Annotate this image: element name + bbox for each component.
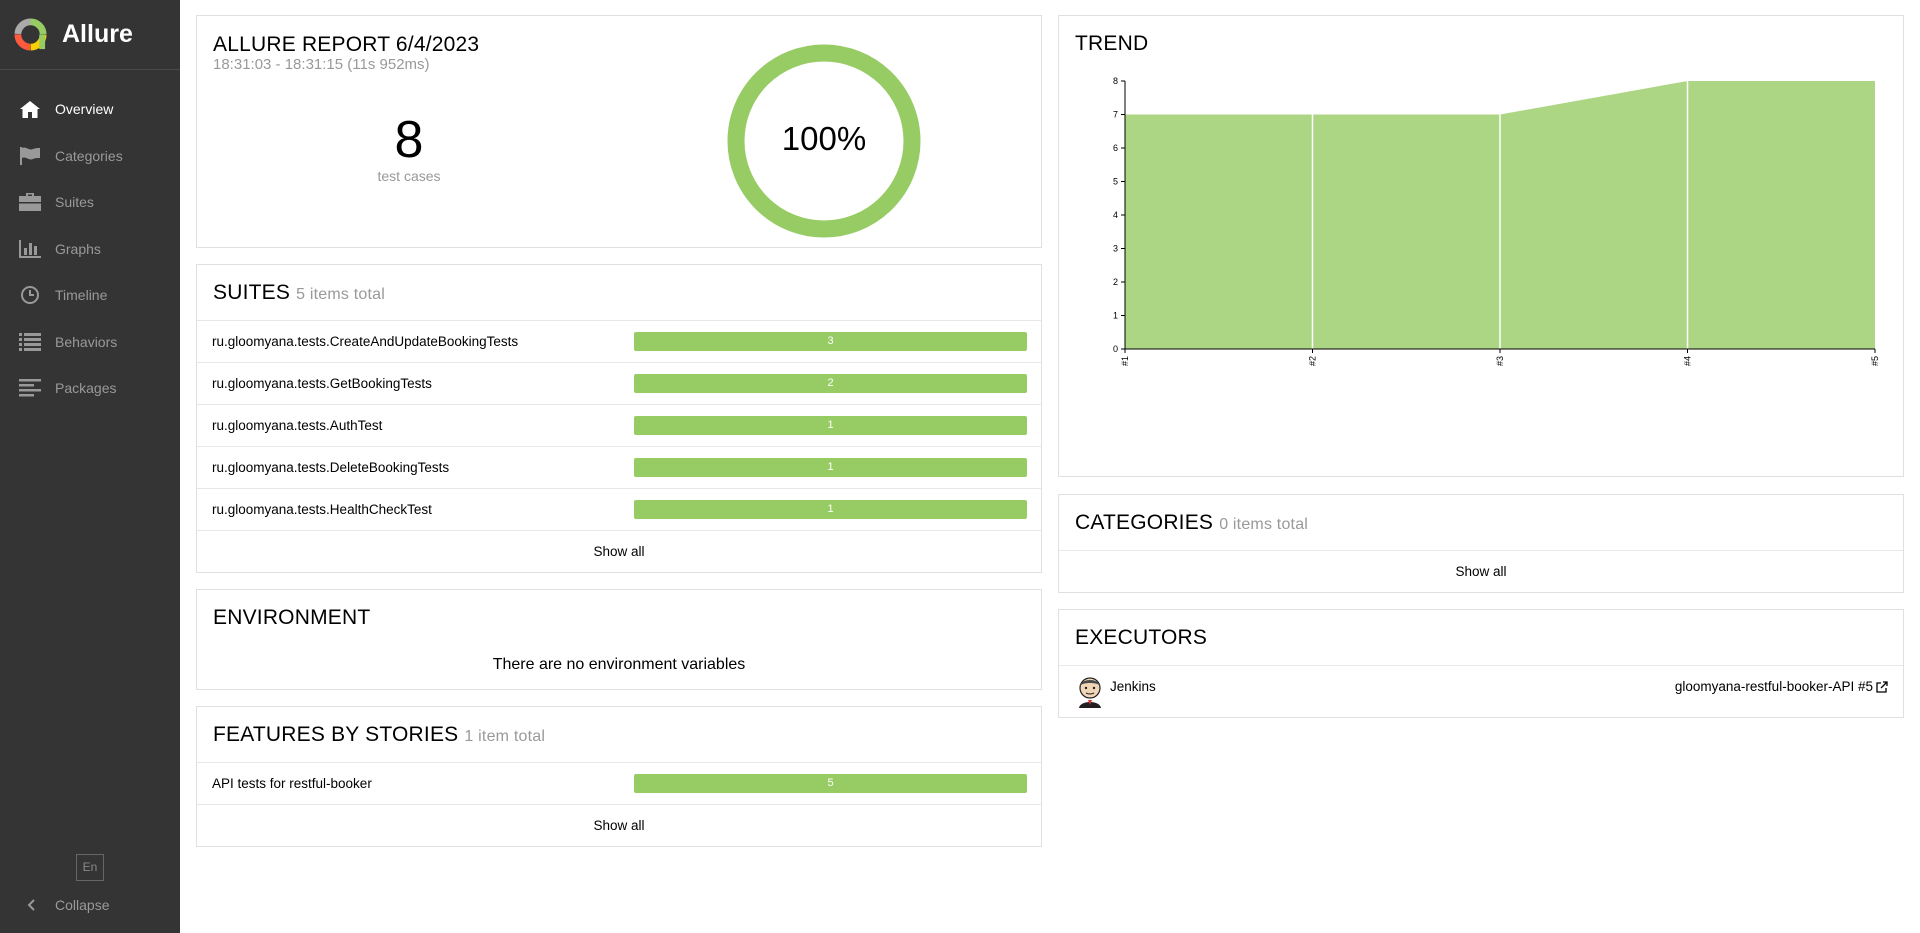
sidebar-item-label: Behaviors bbox=[55, 333, 118, 350]
environment-widget: ENVIRONMENT There are no environment var… bbox=[196, 589, 1042, 690]
suite-name: ru.gloomyana.tests.HealthCheckTest bbox=[212, 502, 432, 517]
trend-y-tick-label: 8 bbox=[1113, 76, 1118, 86]
feature-row[interactable]: API tests for restful-booker 5 bbox=[197, 762, 1041, 804]
suite-passed-bar: 1 bbox=[634, 458, 1027, 477]
suite-name: ru.gloomyana.tests.GetBookingTests bbox=[212, 376, 432, 391]
sidebar-nav: Overview Categories Suites Graphs Timeli… bbox=[0, 86, 180, 412]
flag-icon bbox=[18, 146, 42, 166]
suite-row[interactable]: ru.gloomyana.tests.DeleteBookingTests 1 bbox=[197, 446, 1041, 488]
donut-passed-arc bbox=[727, 44, 921, 238]
pass-rate-donut bbox=[727, 44, 921, 238]
suites-widget: SUITES 5 items total ru.gloomyana.tests.… bbox=[196, 264, 1042, 573]
allure-logo-icon bbox=[14, 18, 47, 51]
features-subtitle: 1 item total bbox=[464, 728, 546, 745]
features-show-all-link[interactable]: Show all bbox=[197, 804, 1041, 846]
trend-widget: TREND 0 1 2 3 4 5 6 7 8 #1 #2 #3 #4 #5 bbox=[1058, 15, 1904, 477]
collapse-label: Collapse bbox=[55, 897, 110, 913]
sidebar-item-label: Graphs bbox=[55, 240, 101, 257]
trend-x-tick-label: #4 bbox=[1683, 356, 1693, 366]
sidebar-item-label: Suites bbox=[55, 194, 94, 211]
report-time-range: 18:31:03 - 18:31:15 (11s 952ms) bbox=[213, 56, 430, 73]
sidebar-item-timeline[interactable]: Timeline bbox=[0, 272, 180, 319]
trend-x-tick-label: #1 bbox=[1120, 356, 1130, 366]
features-widget: FEATURES BY STORIES 1 item total API tes… bbox=[196, 706, 1042, 847]
trend-y-tick-label: 2 bbox=[1113, 277, 1118, 287]
trend-y-tick-label: 6 bbox=[1113, 143, 1118, 153]
feature-name: API tests for restful-booker bbox=[212, 776, 372, 791]
suites-subtitle: 5 items total bbox=[296, 286, 385, 303]
sidebar-item-graphs[interactable]: Graphs bbox=[0, 226, 180, 273]
home-icon bbox=[18, 99, 42, 119]
environment-empty-message: There are no environment variables bbox=[492, 656, 746, 673]
sidebar-item-overview[interactable]: Overview bbox=[0, 86, 180, 133]
executor-row[interactable]: Jenkins gloomyana-restful-booker-API #5 bbox=[1059, 665, 1903, 717]
executor-build-link[interactable]: gloomyana-restful-booker-API #5 bbox=[1675, 679, 1888, 694]
test-count: 8 bbox=[394, 111, 424, 169]
jenkins-avatar-icon bbox=[1079, 677, 1101, 708]
sidebar: Allure Overview Categories Suites Graphs bbox=[0, 0, 180, 933]
suite-passed-bar: 2 bbox=[634, 374, 1027, 393]
executor-name: Jenkins bbox=[1110, 679, 1156, 694]
suite-passed-bar: 3 bbox=[634, 332, 1027, 351]
suites-title: SUITES 5 items total bbox=[197, 265, 1041, 305]
external-link-icon bbox=[1876, 680, 1888, 693]
trend-chart: 0 1 2 3 4 5 6 7 8 #1 #2 #3 #4 #5 bbox=[1113, 76, 1880, 366]
clock-icon bbox=[18, 285, 42, 305]
suite-name: ru.gloomyana.tests.DeleteBookingTests bbox=[212, 460, 450, 475]
sidebar-item-packages[interactable]: Packages bbox=[0, 365, 180, 412]
list-icon bbox=[18, 332, 42, 352]
executors-widget: EXECUTORS Jenkins gloomyana-restful-book… bbox=[1058, 609, 1904, 718]
suites-show-all-link[interactable]: Show all bbox=[197, 530, 1041, 572]
sidebar-item-categories[interactable]: Categories bbox=[0, 133, 180, 180]
language-switcher[interactable]: En bbox=[76, 854, 104, 881]
sidebar-item-suites[interactable]: Suites bbox=[0, 179, 180, 226]
features-heading: FEATURES BY STORIES bbox=[213, 723, 459, 746]
briefcase-icon bbox=[18, 192, 42, 212]
environment-title: ENVIRONMENT bbox=[213, 606, 371, 629]
trend-y-tick-label: 3 bbox=[1113, 244, 1118, 254]
executor-build-label: gloomyana-restful-booker-API #5 bbox=[1674, 679, 1873, 694]
executors-title: EXECUTORS bbox=[1075, 626, 1208, 649]
trend-title: TREND bbox=[1075, 32, 1149, 55]
suite-name: ru.gloomyana.tests.AuthTest bbox=[212, 418, 383, 433]
trend-y-tick-label: 7 bbox=[1113, 110, 1118, 120]
trend-y-tick-label: 4 bbox=[1113, 210, 1118, 220]
bar-chart-icon bbox=[18, 239, 42, 259]
sidebar-item-label: Timeline bbox=[55, 287, 108, 304]
chevron-left-icon bbox=[22, 899, 40, 911]
suite-row[interactable]: ru.gloomyana.tests.AuthTest 1 bbox=[197, 404, 1041, 446]
trend-y-tick-label: 1 bbox=[1113, 311, 1118, 321]
trend-y-tick-label: 0 bbox=[1113, 344, 1118, 354]
trend-x-tick-label: #3 bbox=[1495, 356, 1505, 366]
features-title: FEATURES BY STORIES 1 item total bbox=[197, 707, 1041, 747]
align-left-icon bbox=[18, 378, 42, 398]
suite-row[interactable]: ru.gloomyana.tests.GetBookingTests 2 bbox=[197, 362, 1041, 404]
suites-heading: SUITES bbox=[213, 281, 291, 304]
suite-row[interactable]: ru.gloomyana.tests.CreateAndUpdateBookin… bbox=[197, 320, 1041, 362]
sidebar-item-behaviors[interactable]: Behaviors bbox=[0, 319, 180, 366]
sidebar-item-label: Categories bbox=[55, 147, 123, 164]
app-name: Allure bbox=[62, 20, 133, 48]
brand[interactable]: Allure bbox=[0, 0, 180, 70]
pass-percent: 100% bbox=[781, 120, 867, 157]
categories-show-all-link[interactable]: Show all bbox=[1059, 550, 1903, 592]
summary-widget: ALLURE REPORT 6/4/2023 18:31:03 - 18:31:… bbox=[196, 15, 1042, 248]
trend-y-tick-label: 5 bbox=[1113, 177, 1118, 187]
trend-x-tick-label: #2 bbox=[1308, 356, 1318, 366]
suite-row[interactable]: ru.gloomyana.tests.HealthCheckTest 1 bbox=[197, 488, 1041, 530]
categories-widget: CATEGORIES 0 items total Show all bbox=[1058, 494, 1904, 593]
categories-title: CATEGORIES 0 items total bbox=[1059, 495, 1903, 535]
feature-passed-bar: 5 bbox=[634, 774, 1027, 793]
test-count-label: test cases bbox=[377, 168, 441, 184]
suite-passed-bar: 1 bbox=[634, 416, 1027, 435]
sidebar-item-label: Packages bbox=[55, 380, 117, 397]
collapse-button[interactable]: Collapse bbox=[0, 895, 109, 915]
suite-passed-bar: 1 bbox=[634, 500, 1027, 519]
categories-heading: CATEGORIES bbox=[1075, 511, 1214, 534]
report-title: ALLURE REPORT 6/4/2023 bbox=[213, 33, 480, 56]
trend-x-tick-label: #5 bbox=[1870, 356, 1880, 366]
suite-name: ru.gloomyana.tests.CreateAndUpdateBookin… bbox=[212, 334, 519, 349]
categories-subtitle: 0 items total bbox=[1219, 516, 1309, 533]
sidebar-item-label: Overview bbox=[55, 101, 114, 118]
